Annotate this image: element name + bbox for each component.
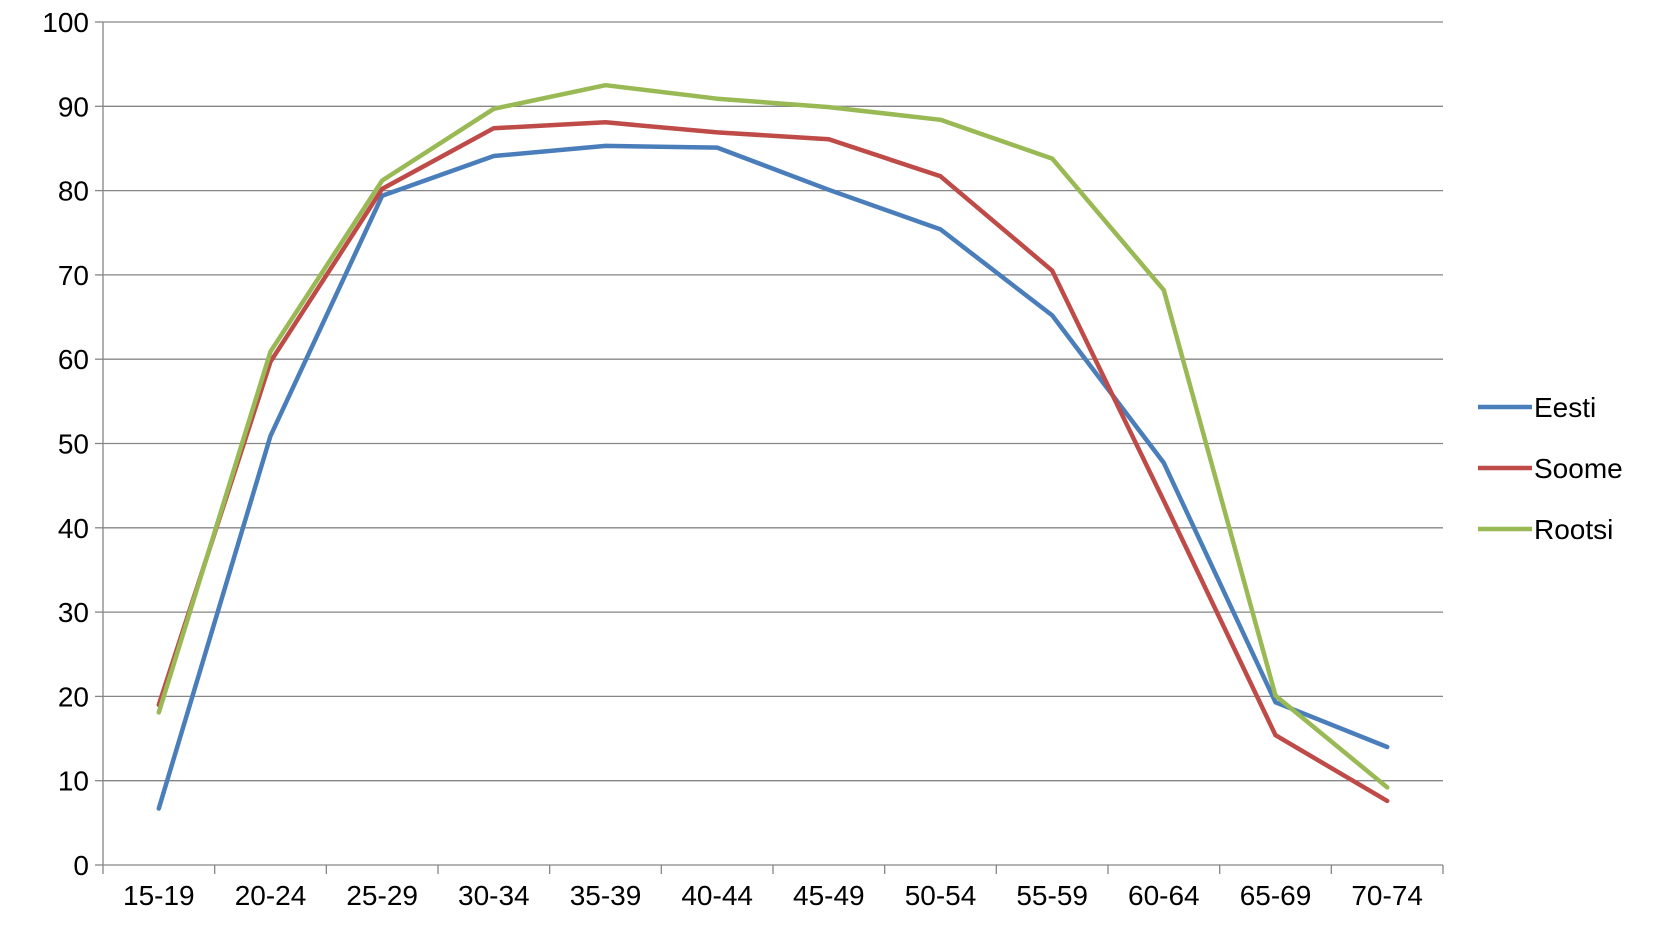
- axes: [95, 21, 1444, 874]
- data-point: [491, 154, 496, 159]
- data-point: [1385, 785, 1390, 790]
- x-tick-label: 15-19: [123, 880, 195, 911]
- data-point: [826, 137, 831, 142]
- data-point: [268, 349, 273, 354]
- y-tick-label: 0: [73, 850, 89, 881]
- y-tick-label: 90: [58, 91, 89, 122]
- y-tick-label: 100: [42, 7, 89, 38]
- series-lines: [156, 82, 1390, 811]
- data-point: [603, 83, 608, 88]
- data-point: [380, 178, 385, 183]
- data-point: [826, 105, 831, 110]
- y-tick-label: 80: [58, 176, 89, 207]
- series-line-eesti: [156, 143, 1390, 811]
- data-point: [268, 433, 273, 438]
- data-point: [1273, 700, 1278, 705]
- data-point: [1385, 744, 1390, 749]
- data-point: [1161, 498, 1166, 503]
- y-tick-label: 20: [58, 681, 89, 712]
- data-point: [156, 710, 161, 715]
- data-point: [715, 96, 720, 101]
- x-tick-label: 35-39: [570, 880, 642, 911]
- legend-label: Soome: [1534, 453, 1623, 484]
- data-point: [380, 193, 385, 198]
- data-point: [1161, 288, 1166, 293]
- x-tick-label: 65-69: [1240, 880, 1312, 911]
- data-point: [603, 143, 608, 148]
- data-point: [1050, 313, 1055, 318]
- data-point: [1273, 733, 1278, 738]
- data-point: [1273, 693, 1278, 698]
- legend-label: Eesti: [1534, 392, 1596, 423]
- x-tick-label: 70-74: [1351, 880, 1423, 911]
- series-line-soome: [156, 120, 1390, 804]
- data-point: [938, 227, 943, 232]
- data-point: [156, 806, 161, 811]
- x-tick-label: 50-54: [905, 880, 977, 911]
- y-axis-tick-labels: 0 10 20 30 40 50 60 70 80 90 100: [42, 7, 89, 881]
- series-line-rootsi: [156, 82, 1390, 790]
- y-tick-label: 70: [58, 260, 89, 291]
- data-point: [938, 117, 943, 122]
- data-point: [1161, 460, 1166, 465]
- data-point: [715, 145, 720, 150]
- y-tick-label: 30: [58, 597, 89, 628]
- data-point: [1050, 156, 1055, 161]
- y-tick-label: 60: [58, 344, 89, 375]
- data-point: [603, 120, 608, 125]
- y-tick-label: 40: [58, 513, 89, 544]
- data-point: [1050, 268, 1055, 273]
- x-tick-label: 55-59: [1016, 880, 1088, 911]
- x-axis-tick-labels: 15-19 20-24 25-29 30-34 35-39 40-44 45-49 50-54…: [123, 880, 1423, 911]
- data-point: [826, 187, 831, 192]
- data-point: [715, 130, 720, 135]
- data-point: [1385, 798, 1390, 803]
- y-tick-label: 50: [58, 429, 89, 460]
- y-tick-label: 10: [58, 766, 89, 797]
- legend: Eesti Soome Rootsi: [1478, 392, 1623, 545]
- x-tick-label: 30-34: [458, 880, 530, 911]
- legend-label: Rootsi: [1534, 514, 1613, 545]
- x-tick-label: 40-44: [681, 880, 753, 911]
- x-tick-label: 20-24: [235, 880, 307, 911]
- data-point: [491, 126, 496, 131]
- x-tick-label: 45-49: [793, 880, 865, 911]
- data-point: [380, 186, 385, 191]
- x-tick-label: 60-64: [1128, 880, 1200, 911]
- data-point: [938, 174, 943, 179]
- x-tick-label: 25-29: [346, 880, 418, 911]
- data-point: [491, 106, 496, 111]
